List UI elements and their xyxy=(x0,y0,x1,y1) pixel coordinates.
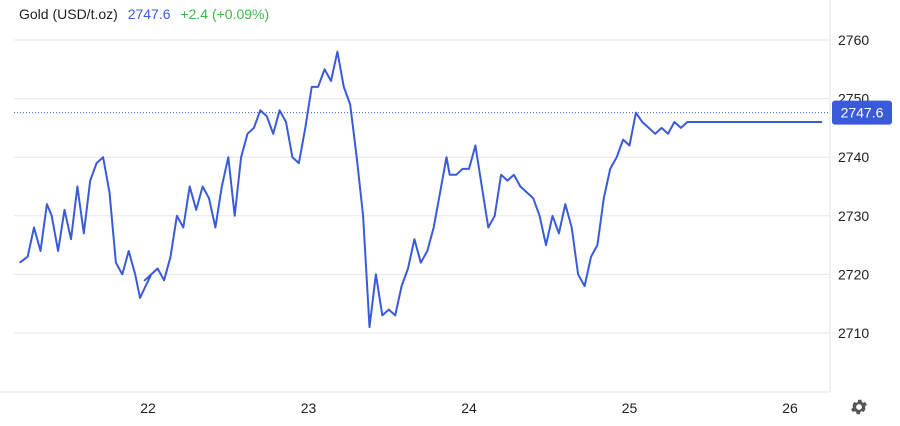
y-tick-label: 2740 xyxy=(838,149,869,165)
x-tick-label: 22 xyxy=(140,400,156,416)
gear-icon xyxy=(851,399,867,415)
x-tick-label: 24 xyxy=(461,400,477,416)
symbol-label: Gold (USD/t.oz) xyxy=(19,6,118,22)
x-tick-label: 23 xyxy=(301,400,317,416)
current-price: 2747.6 xyxy=(127,6,171,22)
chart-header: Gold (USD/t.oz) 2747.6 +2.4 (+0.09%) xyxy=(19,6,275,22)
grid-lines xyxy=(14,39,830,334)
y-tick-label: 2760 xyxy=(838,32,869,48)
last-price-tag-bg xyxy=(832,100,892,125)
y-tick-label: 2710 xyxy=(838,325,869,341)
y-tick-label: 2730 xyxy=(838,208,869,224)
last-price-tag-label: 2747.6 xyxy=(841,105,884,121)
series-line-gold xyxy=(19,50,823,329)
y-tick-label: 2720 xyxy=(838,266,869,282)
last-price-tag: 2747.6 xyxy=(832,100,892,125)
x-tick-label: 25 xyxy=(622,400,638,416)
settings-button[interactable] xyxy=(849,397,869,417)
x-axis: 22 23 24 25 26 xyxy=(140,400,798,416)
price-change: +2.4 (+0.09%) xyxy=(180,6,270,22)
x-tick-label: 26 xyxy=(782,400,798,416)
